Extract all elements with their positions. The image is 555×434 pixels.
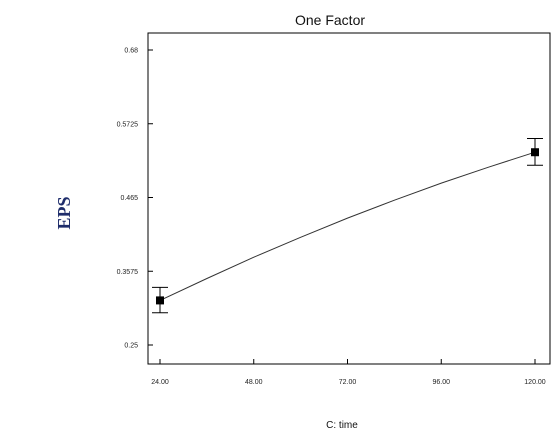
data-point-marker — [156, 296, 164, 305]
x-tick-label: 120.00 — [524, 379, 546, 386]
chart-title: One Factor — [295, 12, 365, 28]
fitted-curve-line — [159, 151, 536, 301]
y-axis-label: EPS — [54, 196, 74, 229]
data-marks — [152, 138, 543, 314]
y-tick-label: 0.3575 — [117, 269, 139, 276]
x-tick-label: 72.00 — [339, 379, 357, 386]
y-tick-label: 0.465 — [120, 195, 138, 202]
x-tick-label: 24.00 — [151, 379, 169, 386]
y-tick-label: 0.5725 — [117, 121, 139, 128]
x-axis-label: C: time — [326, 420, 358, 431]
y-tick-label: 0.68 — [124, 48, 138, 55]
data-point-marker — [531, 148, 539, 157]
x-tick-label: 48.00 — [245, 379, 263, 386]
y-tick-label: 0.25 — [124, 343, 138, 350]
plot-area — [147, 32, 551, 365]
axis-ticks: 0.25 0.3575 0.465 0.5725 0.68 24.00 48.00 72.00… — [117, 48, 546, 387]
x-tick-label: 96.00 — [432, 379, 450, 386]
